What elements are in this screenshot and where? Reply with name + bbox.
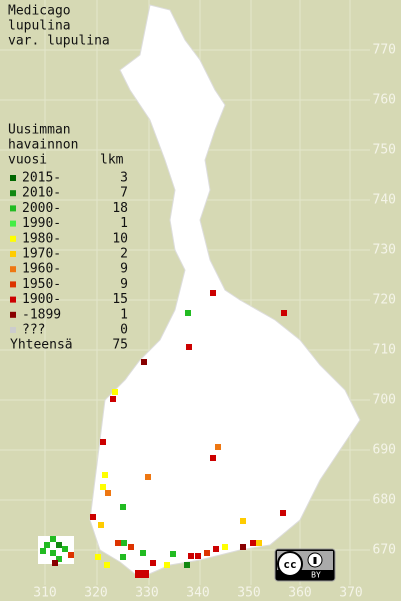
y-axis-label: 730 bbox=[373, 243, 396, 258]
legend-period: 1950- bbox=[22, 277, 61, 292]
legend-swatch bbox=[10, 281, 16, 288]
legend-header: havainnon bbox=[8, 138, 78, 153]
legend-swatch bbox=[10, 327, 16, 333]
y-axis-label: 760 bbox=[373, 93, 396, 108]
legend-column: vuosi bbox=[8, 153, 47, 168]
x-axis-label: 360 bbox=[288, 586, 311, 601]
legend-count: 1 bbox=[120, 307, 128, 322]
legend-count: 0 bbox=[120, 323, 128, 338]
legend-period: 2010- bbox=[22, 186, 61, 201]
legend-total: 75 bbox=[112, 338, 128, 353]
x-axis-label: 330 bbox=[135, 586, 158, 601]
y-axis-label: 770 bbox=[373, 43, 396, 58]
legend-period: 1960- bbox=[22, 262, 61, 277]
legend-period: 1970- bbox=[22, 247, 61, 262]
y-axis-label: 680 bbox=[373, 493, 396, 508]
title-line: Medicago bbox=[8, 4, 71, 19]
legend-period: ??? bbox=[22, 323, 45, 338]
legend-header: Uusimman bbox=[8, 123, 71, 138]
legend-count: 15 bbox=[112, 292, 128, 307]
legend-column: lkm bbox=[100, 153, 124, 168]
title-line: lupulina bbox=[8, 19, 71, 34]
legend-count: 3 bbox=[120, 171, 128, 186]
x-axis-label: 370 bbox=[339, 586, 362, 601]
badge-by: BY bbox=[311, 571, 321, 580]
y-axis-label: 750 bbox=[373, 143, 396, 158]
legend-swatch bbox=[10, 296, 16, 303]
legend-period: 1990- bbox=[22, 216, 61, 231]
legend-swatch bbox=[10, 251, 16, 257]
legend-count: 9 bbox=[120, 277, 128, 292]
y-axis-label: 700 bbox=[373, 393, 396, 408]
legend-swatch bbox=[10, 205, 16, 212]
legend-period: -1899 bbox=[22, 307, 61, 322]
observation-dots bbox=[40, 290, 287, 578]
legend-count: 18 bbox=[112, 201, 128, 216]
legend-swatch bbox=[10, 175, 16, 181]
legend-period: 1980- bbox=[22, 231, 61, 246]
x-axis-label: 340 bbox=[186, 586, 209, 601]
legend-swatch bbox=[10, 190, 16, 197]
y-axis-label: 670 bbox=[373, 543, 396, 558]
legend-count: 7 bbox=[120, 186, 128, 201]
title-line: var. lupulina bbox=[8, 34, 110, 49]
x-axis-label: 310 bbox=[33, 586, 56, 601]
y-axis-label: 710 bbox=[373, 343, 396, 358]
legend-count: 10 bbox=[112, 231, 128, 246]
legend-total-label: Yhteensä bbox=[10, 338, 73, 353]
y-axis-label: 740 bbox=[373, 193, 396, 208]
legend-period: 2015- bbox=[22, 171, 61, 186]
y-axis-label: 690 bbox=[373, 443, 396, 458]
legend-swatch bbox=[10, 235, 16, 242]
legend-swatch bbox=[10, 220, 16, 227]
x-axis-label: 320 bbox=[84, 586, 107, 601]
legend-swatch bbox=[10, 311, 16, 318]
legend-count: 9 bbox=[120, 262, 128, 277]
badge-cc: cc bbox=[283, 558, 296, 571]
y-axis-label: 720 bbox=[373, 293, 396, 308]
legend-swatch bbox=[10, 266, 16, 273]
license-badge: cc BY bbox=[274, 548, 336, 582]
legend-count: 2 bbox=[120, 247, 128, 262]
legend-period: 2000- bbox=[22, 201, 61, 216]
legend-count: 1 bbox=[120, 216, 128, 231]
x-axis-label: 350 bbox=[237, 586, 260, 601]
legend-period: 1900- bbox=[22, 292, 61, 307]
